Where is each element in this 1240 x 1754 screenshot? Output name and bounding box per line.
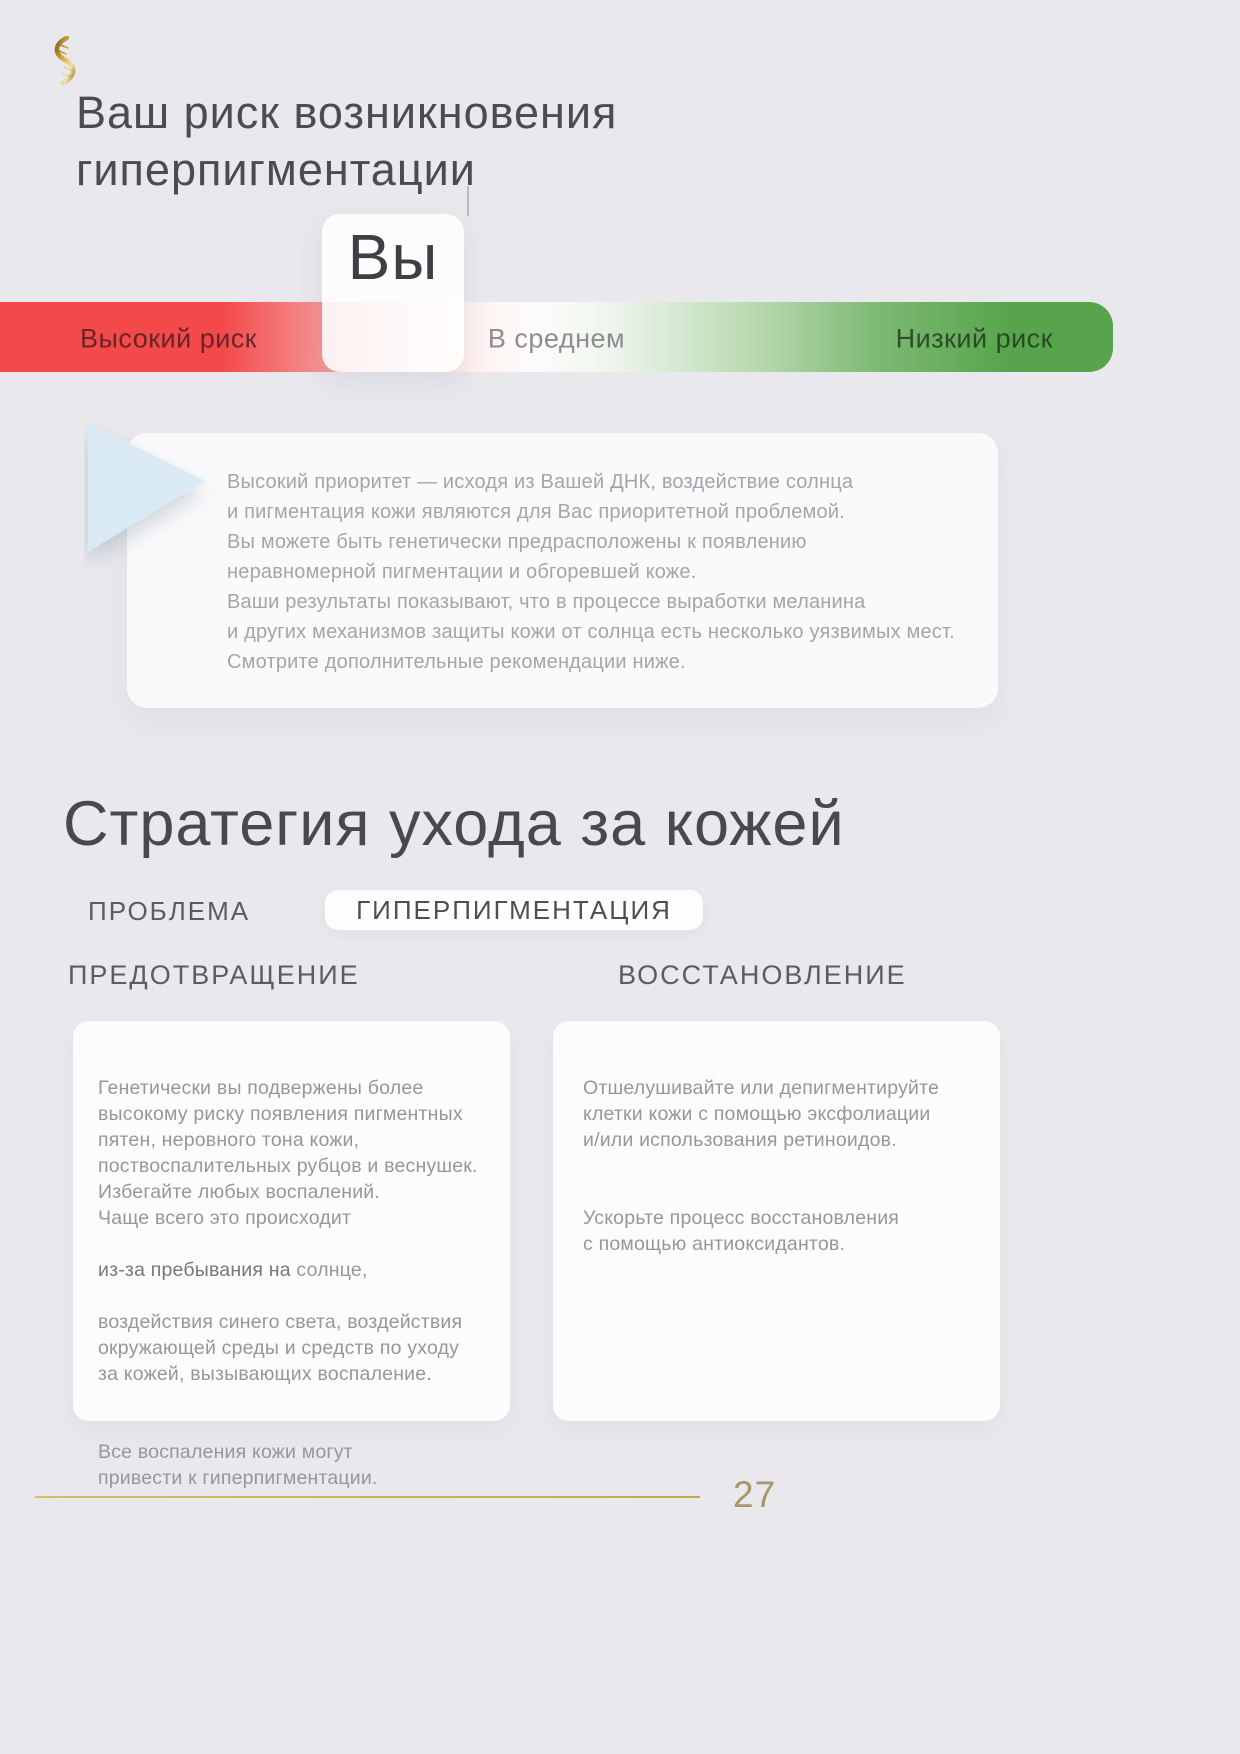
footer-gold-line <box>35 1496 700 1498</box>
prevention-paragraph-2: воздействия синего света, воздействия ок… <box>98 1311 463 1385</box>
priority-note-card: Высокий приоритет — исходя из Вашей ДНК,… <box>127 433 998 708</box>
pointer-triangle-icon <box>88 423 205 552</box>
risk-gradient-bar: Высокий риск В среднем Низкий риск <box>0 302 1113 372</box>
risk-label-high: Высокий риск <box>80 323 258 354</box>
priority-note-text: Высокий приоритет — исходя из Вашей ДНК,… <box>227 471 955 673</box>
strategy-heading: Стратегия ухода за кожей <box>63 789 845 859</box>
problem-value-pill: ГИПЕРПИГМЕНТАЦИЯ <box>325 890 703 930</box>
prevention-paragraph-3: Все воспаления кожи могут привести к гип… <box>98 1441 378 1489</box>
prevention-emphasis-line: из-за пребывания на солнце, <box>98 1259 368 1281</box>
page-number: 27 <box>733 1474 777 1515</box>
restoration-card: Отшелушивайте или депигментируйте клетки… <box>553 1021 1000 1421</box>
risk-scale-tick <box>467 186 469 216</box>
risk-label-average: В среднем <box>487 323 626 354</box>
problem-label: ПРОБЛЕМА <box>88 896 251 926</box>
risk-label-low: Низкий риск <box>895 323 1053 354</box>
prevention-card: Генетически вы подвержены более высокому… <box>73 1021 510 1489</box>
you-position-marker: Вы <box>322 214 464 372</box>
dna-helix-icon <box>54 36 76 86</box>
restoration-paragraph-1: Отшелушивайте или депигментируйте клетки… <box>583 1077 940 1151</box>
prevention-paragraph-1: Генетически вы подвержены более высокому… <box>98 1077 478 1229</box>
you-marker-label: Вы <box>347 221 439 293</box>
prevention-header: ПРЕДОТВРАЩЕНИЕ <box>68 960 360 990</box>
page-title: Ваш риск возникновения гиперпигментации <box>76 87 618 195</box>
prevention-text: Генетически вы подвержены более высокому… <box>98 1049 478 1517</box>
problem-value: ГИПЕРПИГМЕНТАЦИЯ <box>356 894 672 925</box>
restoration-text: Отшелушивайте или депигментируйте клетки… <box>583 1049 939 1283</box>
restoration-paragraph-2: Ускорьте процесс восстановления с помощь… <box>583 1207 900 1255</box>
restoration-header: ВОССТАНОВЛЕНИЕ <box>618 960 907 990</box>
